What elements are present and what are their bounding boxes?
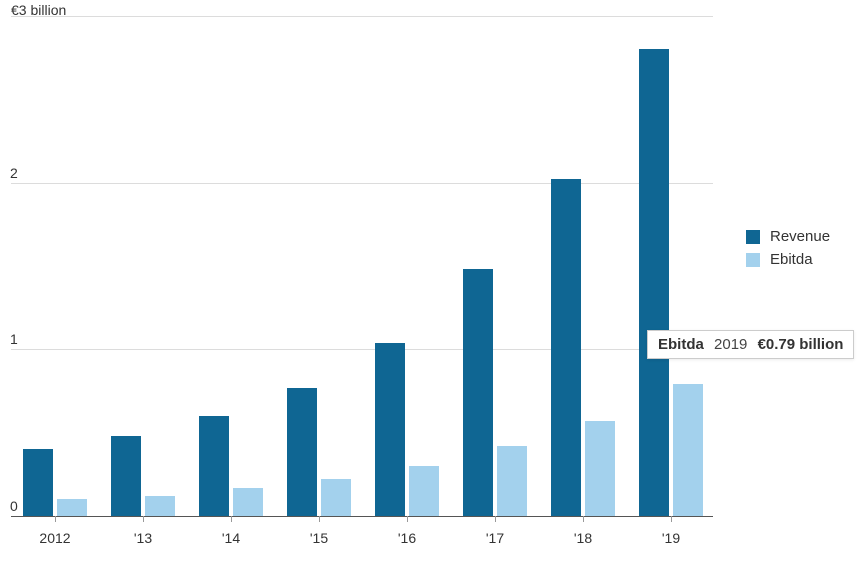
legend-item[interactable]: Revenue	[746, 228, 830, 245]
x-tick-label: '13	[113, 530, 173, 546]
bar[interactable]	[287, 388, 317, 516]
x-tick	[143, 516, 144, 522]
legend-swatch	[746, 253, 760, 267]
tooltip-value: €0.79 billion	[758, 336, 844, 353]
plot-area: 0122012'13'14'15'16'17'18'19	[11, 16, 713, 516]
bar[interactable]	[497, 446, 527, 516]
tooltip-year: 2019	[714, 336, 747, 353]
bar[interactable]	[463, 269, 493, 516]
bar[interactable]	[321, 479, 351, 516]
x-tick-label: 2012	[25, 530, 85, 546]
x-tick-label: '16	[377, 530, 437, 546]
baseline	[11, 516, 713, 517]
x-tick	[231, 516, 232, 522]
bar[interactable]	[199, 416, 229, 516]
x-tick	[495, 516, 496, 522]
tooltip: Ebitda 2019 €0.79 billion	[647, 330, 854, 359]
bar[interactable]	[673, 384, 703, 516]
bar[interactable]	[23, 449, 53, 516]
x-tick	[55, 516, 56, 522]
x-tick	[671, 516, 672, 522]
chart-container: €3 billion 0122012'13'14'15'16'17'18'19 …	[0, 0, 866, 571]
legend: Revenue Ebitda	[746, 228, 830, 274]
x-tick-label: '19	[641, 530, 701, 546]
legend-label: Ebitda	[770, 251, 813, 268]
bar[interactable]	[375, 343, 405, 516]
x-tick	[319, 516, 320, 522]
bar[interactable]	[111, 436, 141, 516]
legend-label: Revenue	[770, 228, 830, 245]
x-tick	[583, 516, 584, 522]
tooltip-series: Ebitda	[658, 336, 704, 353]
x-tick-label: '15	[289, 530, 349, 546]
bars-layer	[11, 16, 713, 516]
bar[interactable]	[57, 499, 87, 516]
x-tick-label: '18	[553, 530, 613, 546]
bar[interactable]	[639, 49, 669, 516]
legend-swatch	[746, 230, 760, 244]
legend-item[interactable]: Ebitda	[746, 251, 830, 268]
x-tick-label: '17	[465, 530, 525, 546]
bar[interactable]	[551, 179, 581, 516]
bar[interactable]	[145, 496, 175, 516]
bar[interactable]	[233, 488, 263, 516]
x-tick-label: '14	[201, 530, 261, 546]
bar[interactable]	[409, 466, 439, 516]
bar[interactable]	[585, 421, 615, 516]
x-tick	[407, 516, 408, 522]
